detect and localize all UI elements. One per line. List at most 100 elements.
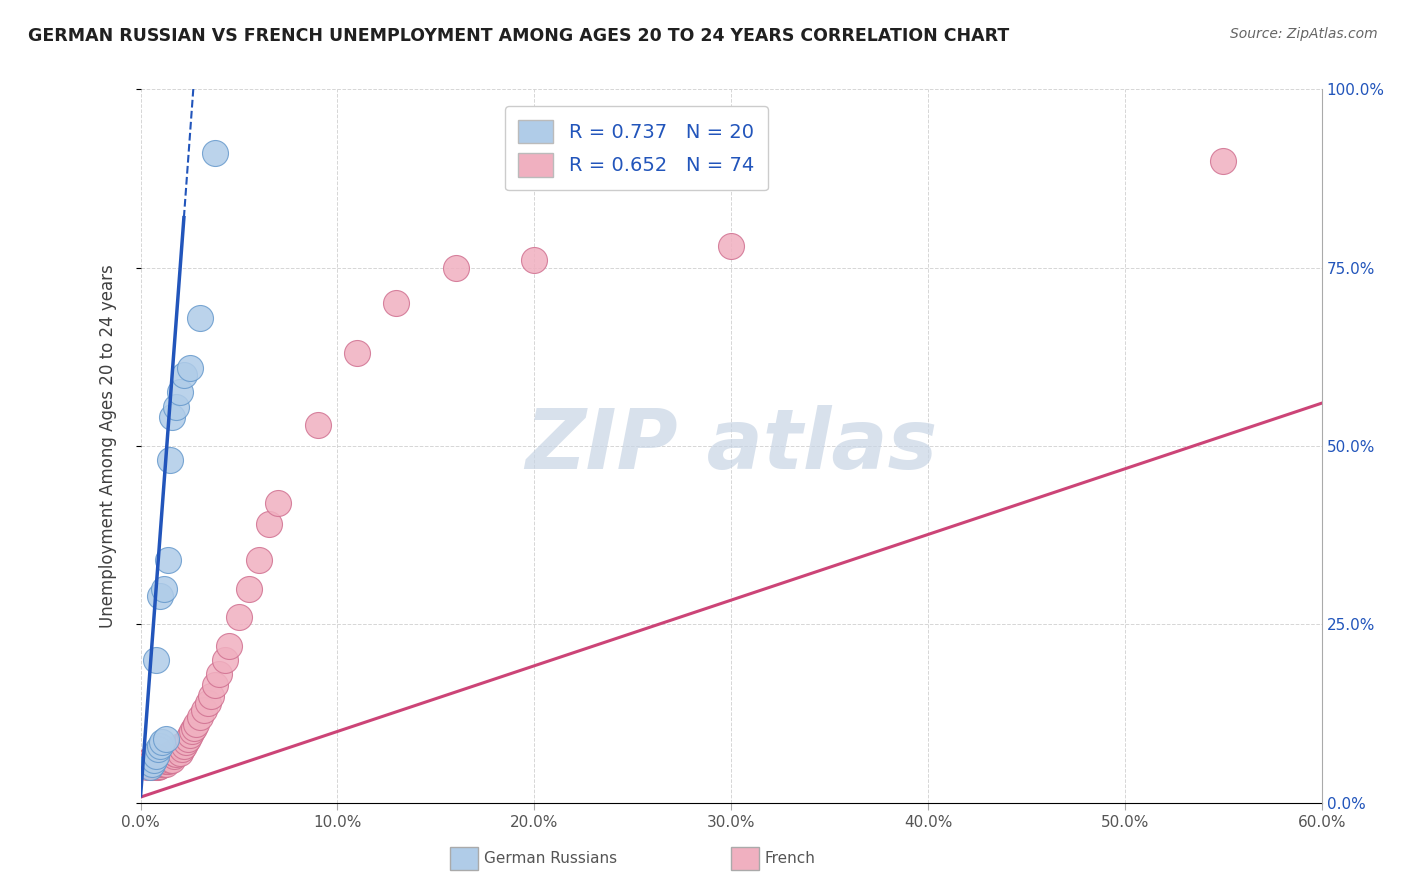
Point <box>167 742 190 756</box>
Text: ZIP atlas: ZIP atlas <box>524 406 938 486</box>
Legend: R = 0.737   N = 20, R = 0.652   N = 74: R = 0.737 N = 20, R = 0.652 N = 74 <box>505 106 768 191</box>
Point <box>141 758 163 772</box>
Point <box>155 755 177 769</box>
Point <box>149 755 172 769</box>
Point <box>165 400 187 414</box>
Point <box>148 760 170 774</box>
Point <box>157 553 180 567</box>
Point <box>138 755 160 769</box>
Point <box>208 667 231 681</box>
Text: GERMAN RUSSIAN VS FRENCH UNEMPLOYMENT AMONG AGES 20 TO 24 YEARS CORRELATION CHAR: GERMAN RUSSIAN VS FRENCH UNEMPLOYMENT AM… <box>28 27 1010 45</box>
Point <box>346 346 368 360</box>
Point <box>169 746 191 760</box>
Point <box>1212 153 1234 168</box>
Point <box>155 756 177 771</box>
Point <box>165 747 187 762</box>
Point <box>148 742 170 756</box>
Point <box>228 610 250 624</box>
Y-axis label: Unemployment Among Ages 20 to 24 years: Unemployment Among Ages 20 to 24 years <box>98 264 117 628</box>
Point <box>200 689 222 703</box>
Point <box>173 739 195 753</box>
Point <box>138 756 160 771</box>
Point <box>145 653 167 667</box>
Point <box>145 755 167 769</box>
Text: Source: ZipAtlas.com: Source: ZipAtlas.com <box>1230 27 1378 41</box>
Point <box>139 755 162 769</box>
Point <box>139 758 162 772</box>
Point <box>141 756 163 771</box>
Point <box>149 756 172 771</box>
Point <box>143 756 166 771</box>
Point <box>145 749 167 764</box>
Point <box>720 239 742 253</box>
Point <box>150 735 173 749</box>
Point <box>238 582 260 596</box>
Point <box>257 517 280 532</box>
Point <box>193 703 215 717</box>
Point <box>173 368 195 382</box>
Point <box>204 146 226 161</box>
Point <box>183 721 205 735</box>
Point <box>184 717 207 731</box>
Point <box>157 749 180 764</box>
Text: French: French <box>765 852 815 866</box>
Point <box>163 746 186 760</box>
Point <box>218 639 240 653</box>
Point <box>160 747 183 762</box>
Point <box>188 310 211 325</box>
Point <box>135 760 157 774</box>
Point <box>163 749 186 764</box>
Point <box>148 756 170 771</box>
Point <box>143 755 166 769</box>
Point <box>197 696 219 710</box>
Point <box>179 728 201 742</box>
Point <box>141 756 163 771</box>
Point <box>177 731 200 746</box>
Point <box>153 582 176 596</box>
Point <box>149 739 172 753</box>
Point <box>180 724 202 739</box>
Point <box>141 760 163 774</box>
Point <box>169 739 191 753</box>
Point <box>523 253 546 268</box>
Point <box>174 735 197 749</box>
Point <box>159 453 181 467</box>
Point <box>149 758 172 772</box>
Point <box>385 296 408 310</box>
Point <box>149 589 172 603</box>
Point <box>155 731 177 746</box>
Point <box>267 496 290 510</box>
Point <box>170 742 193 756</box>
Point <box>159 753 181 767</box>
Point <box>160 410 183 425</box>
Point <box>148 753 170 767</box>
Point <box>143 753 166 767</box>
Point <box>204 678 226 692</box>
Point <box>247 553 270 567</box>
Point <box>150 755 173 769</box>
Point <box>150 753 173 767</box>
Point <box>153 751 176 765</box>
Point <box>179 360 201 375</box>
Point <box>155 749 177 764</box>
Point <box>159 747 181 762</box>
Point <box>169 385 191 400</box>
Point <box>188 710 211 724</box>
Point <box>160 753 183 767</box>
Point <box>141 755 163 769</box>
Point <box>307 417 329 432</box>
Text: German Russians: German Russians <box>484 852 617 866</box>
Point <box>444 260 467 275</box>
Point <box>214 653 236 667</box>
Point <box>139 756 162 771</box>
Point <box>157 755 180 769</box>
Point <box>153 755 176 769</box>
Point <box>145 756 167 771</box>
Point <box>150 756 173 771</box>
Point <box>153 756 176 771</box>
Point <box>148 758 170 772</box>
Point <box>145 758 167 772</box>
Point <box>143 758 166 772</box>
Point <box>139 753 162 767</box>
Point <box>145 760 167 774</box>
